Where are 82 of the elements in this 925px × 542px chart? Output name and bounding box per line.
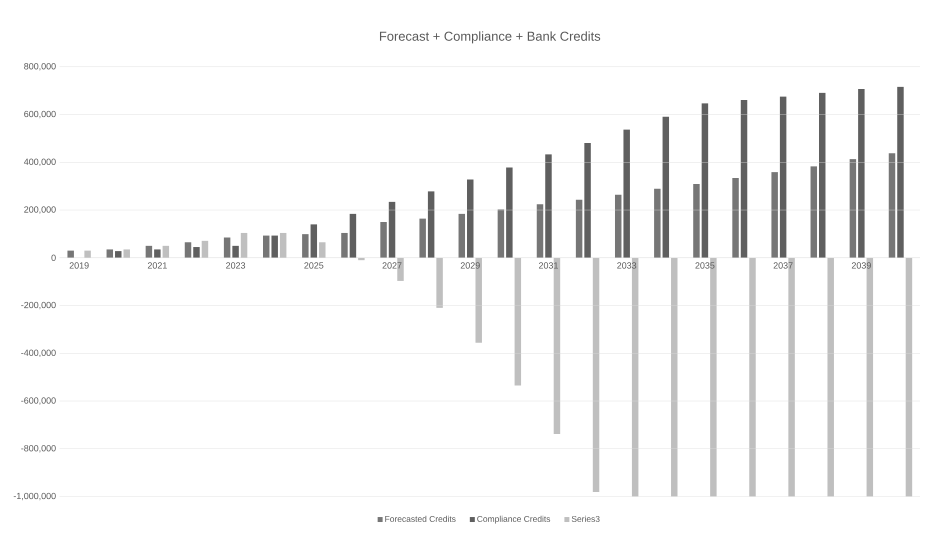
bar (319, 242, 326, 258)
bar (240, 232, 248, 258)
bar (498, 209, 504, 258)
bar (702, 103, 708, 258)
bar (146, 246, 152, 258)
bar (584, 142, 591, 258)
bar (614, 194, 622, 258)
bar (341, 232, 348, 258)
x-tick-label: 2033 (617, 262, 636, 268)
bar (193, 246, 200, 258)
bar (84, 250, 91, 258)
bar (467, 179, 474, 258)
bar (732, 178, 739, 258)
bar (506, 167, 513, 258)
x-tick-label: 2031 (538, 262, 558, 268)
bar (419, 218, 426, 258)
legend-label: Series3 (572, 516, 600, 522)
y-tick-label: 400,000 (24, 158, 56, 166)
y-tick-label: -200,000 (21, 302, 56, 310)
y-tick-label: 600,000 (24, 110, 56, 118)
bar (592, 258, 600, 492)
bar (810, 166, 818, 258)
x-tick-label: 2029 (460, 262, 480, 268)
x-tick-label: 2025 (304, 262, 324, 268)
x-tick-label: 2023 (226, 262, 246, 268)
bar (436, 258, 443, 308)
legend-label: Forecasted Credits (385, 516, 456, 522)
x-tick-label: 2019 (70, 262, 89, 268)
bar (310, 224, 318, 258)
bar (271, 235, 278, 258)
bar (280, 232, 286, 258)
y-tick-label: -600,000 (21, 397, 56, 405)
bar (224, 237, 230, 258)
bar (154, 249, 161, 258)
chart-title: Forecast + Compliance + Bank Credits (380, 31, 600, 44)
bar (906, 258, 912, 496)
bar (827, 258, 834, 496)
y-tick-label: 200,000 (24, 206, 56, 214)
bar (858, 88, 865, 258)
bar (350, 214, 356, 258)
bar (780, 96, 786, 258)
bar (671, 258, 678, 496)
bar (850, 159, 856, 258)
x-tick-label: 2039 (852, 262, 871, 268)
bar (428, 191, 434, 258)
bar (740, 100, 748, 258)
bar (262, 235, 270, 258)
x-tick-label: 2035 (695, 262, 714, 268)
bar (897, 86, 904, 258)
bar (232, 246, 239, 258)
bar (106, 249, 114, 258)
bar (693, 184, 700, 258)
bar (654, 188, 661, 258)
bar (819, 92, 826, 258)
bar (576, 200, 582, 258)
bar (514, 258, 522, 386)
bar (123, 249, 130, 258)
bar (162, 246, 170, 258)
x-tick-label: 2027 (382, 262, 402, 268)
y-tick-label: 0 (51, 254, 56, 261)
bar (67, 250, 74, 258)
legend-label: Compliance Credits (477, 516, 550, 524)
y-tick-label: -800,000 (21, 444, 56, 452)
bar (662, 116, 670, 258)
x-tick-label: 2037 (774, 262, 793, 268)
bar (184, 242, 192, 258)
bar (115, 250, 122, 258)
bar (545, 154, 552, 258)
bar (202, 240, 208, 258)
bar (888, 153, 896, 258)
y-tick-label: -400,000 (21, 349, 56, 357)
y-tick-label: -1,000,000 (14, 492, 56, 500)
bar (771, 172, 778, 258)
bar (380, 222, 387, 258)
bar (749, 258, 756, 496)
bar (458, 214, 466, 258)
bar (536, 204, 544, 258)
bar (302, 234, 309, 258)
y-tick-label: 800,000 (24, 62, 56, 70)
bar (623, 129, 630, 258)
bar (388, 202, 396, 258)
x-tick-label: 2021 (148, 262, 167, 268)
